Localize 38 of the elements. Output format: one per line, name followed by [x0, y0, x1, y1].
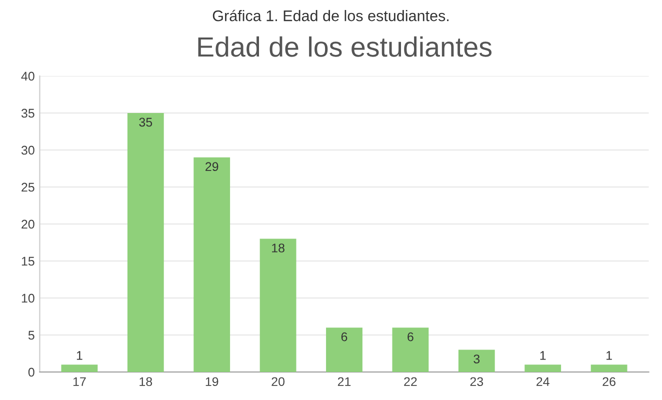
data-label: 6	[341, 332, 348, 342]
bar	[61, 364, 98, 372]
x-tick-label: 23	[470, 377, 484, 386]
data-label: 3	[474, 354, 480, 364]
bar	[127, 113, 164, 372]
y-tick-label: 15	[22, 256, 34, 266]
y-tick-label: 5	[28, 330, 34, 340]
data-label: 1	[606, 351, 612, 360]
bar	[524, 364, 562, 372]
data-label: 35	[139, 118, 152, 127]
x-tick-label: 26	[602, 377, 616, 386]
y-tick-label: 30	[21, 146, 34, 155]
y-tick-label: 20	[22, 220, 34, 229]
x-tick-label: 24	[536, 377, 550, 386]
bar	[458, 350, 495, 372]
bar	[260, 238, 296, 372]
chart-title: Edad de los estudiantes	[198, 36, 492, 57]
bar	[392, 328, 429, 372]
x-tick-label: 19	[206, 377, 218, 386]
data-label: 18	[272, 244, 284, 252]
x-tick-label: 18	[140, 377, 152, 386]
text: Gráfica 1. Edad de los estudiantes.	[212, 10, 449, 22]
bar	[326, 328, 362, 372]
x-tick-label: 22	[404, 377, 417, 386]
data-label: 1	[540, 351, 546, 360]
x-tick-label: 20	[272, 377, 285, 386]
bar	[194, 157, 230, 372]
bar	[590, 364, 628, 372]
y-tick-label: 35	[21, 108, 34, 118]
data-label: 6	[408, 332, 414, 342]
data-label: 29	[206, 162, 218, 172]
y-tick-label: 25	[22, 182, 34, 192]
y-tick-label: 40	[21, 72, 34, 81]
x-tick-label: 17	[73, 377, 86, 386]
x-tick-label: 21	[338, 377, 351, 386]
y-tick-label: 0	[28, 368, 34, 377]
y-tick-label: 10	[22, 294, 34, 303]
data-label: 1	[76, 351, 82, 360]
